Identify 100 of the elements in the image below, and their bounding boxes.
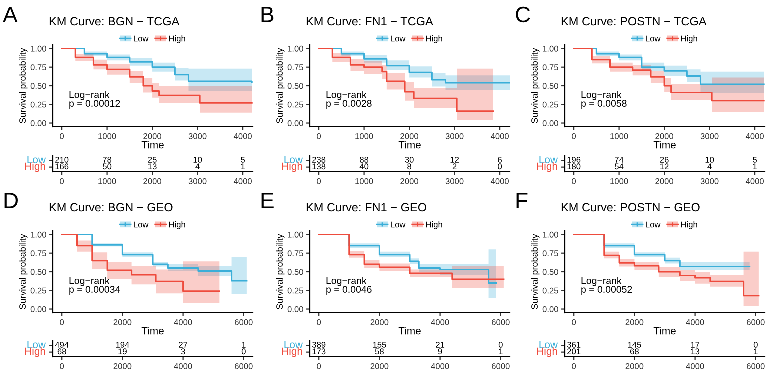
data-label: 1: [499, 348, 503, 354]
x-tick-label: 2000: [370, 319, 389, 326]
x-tick-label: 0: [572, 319, 576, 326]
y-tick-label: 0.75: [30, 250, 46, 256]
y-tick-label: 0.00: [30, 306, 46, 312]
y-tick-label: High: [537, 347, 558, 358]
y-tick-label: 0.25: [288, 288, 304, 294]
x-tick-label: 0: [60, 133, 64, 140]
x-tick-label: 3000: [700, 178, 719, 184]
legend-label: High: [426, 222, 442, 230]
x-tick-label: 4000: [234, 133, 252, 140]
data-label: 10: [194, 157, 202, 163]
x-axis-title: Time: [654, 141, 676, 149]
x-tick-label: 2000: [370, 363, 389, 370]
data-label: 13: [148, 164, 157, 170]
data-label: 25: [148, 157, 157, 163]
data-label: 210: [56, 157, 69, 163]
data-label: 4: [708, 164, 712, 170]
x-tick-label: 2000: [626, 319, 644, 326]
data-label: 1: [242, 342, 246, 348]
legend-label: High: [169, 222, 186, 230]
data-label: 1: [754, 348, 758, 354]
data-label: 0: [498, 342, 503, 348]
x-tick-label: 3000: [188, 133, 207, 140]
y-tick-label: Low: [540, 156, 558, 164]
annotation: Log−rank p = 0.0046: [326, 277, 372, 295]
x-tick-label: 4000: [490, 178, 509, 184]
x-tick-label: 1000: [356, 133, 374, 140]
x-tick-label: 2000: [144, 178, 162, 184]
y-tick-label: 0.75: [288, 64, 304, 70]
data-label: 27: [179, 342, 188, 348]
x-tick-label: 2000: [626, 363, 644, 370]
x-tick-label: 1000: [356, 178, 374, 184]
y-axis-title: Survival probability: [19, 234, 28, 310]
data-label: 196: [568, 157, 581, 163]
annotation: Log−rank p = 0.0058: [582, 91, 627, 109]
data-label: 5: [753, 157, 758, 163]
x-tick-label: 2000: [400, 133, 418, 140]
data-label: 17: [691, 342, 700, 348]
data-label: 1: [241, 164, 245, 170]
x-tick-label: 4000: [174, 363, 192, 370]
y-tick-label: 1.00: [543, 46, 558, 52]
legend-label: Low: [391, 36, 406, 42]
y-tick-label: 0.25: [542, 288, 558, 294]
data-label: 0: [754, 342, 758, 348]
x-tick-label: 3000: [446, 133, 464, 140]
legend-label: Low: [646, 36, 661, 42]
data-label: 30: [405, 157, 414, 163]
y-tick-label: 0.00: [30, 120, 46, 126]
x-tick-label: 6000: [235, 363, 253, 370]
data-label: 201: [568, 348, 581, 355]
y-tick-label: High: [537, 162, 558, 172]
x-tick-label: 0: [60, 363, 64, 370]
x-tick-label: 4000: [686, 319, 704, 326]
x-tick-label: 6000: [492, 319, 510, 326]
annotation: Log−rank p = 0.0028: [326, 91, 372, 109]
data-label: 12: [450, 157, 460, 163]
chart-title: KM Curve: FN1 − TCGA: [306, 17, 434, 26]
x-tick-label: 1000: [98, 178, 116, 184]
y-tick-label: 0.50: [542, 83, 558, 90]
x-tick-label: 6000: [747, 319, 765, 326]
data-label: 4: [196, 164, 200, 170]
legend-label: High: [681, 222, 698, 230]
x-tick-label: 0: [317, 319, 322, 326]
y-tick-label: 0.00: [542, 306, 558, 312]
x-tick-label: 0: [317, 133, 322, 140]
data-label: 8: [408, 164, 412, 170]
y-tick-label: 1.00: [31, 232, 46, 238]
data-label: 194: [116, 342, 130, 348]
x-tick-label: 4000: [746, 133, 764, 140]
data-label: 0: [498, 164, 502, 170]
data-label: 78: [103, 157, 112, 163]
y-tick-label: 0.75: [30, 64, 46, 70]
x-tick-label: 0: [60, 178, 64, 184]
text: F: [516, 193, 528, 208]
legend-label: Low: [134, 222, 149, 228]
x-tick-label: 4000: [431, 319, 450, 326]
x-tick-label: 2000: [114, 363, 132, 370]
y-tick-label: Low: [284, 341, 304, 348]
y-axis-title: Survival probability: [19, 48, 28, 124]
data-label: 166: [56, 164, 69, 170]
x-tick-label: 0: [317, 178, 322, 184]
data-label: 138: [312, 164, 326, 170]
chart-title: KM Curve: FN1 − GEO: [306, 203, 426, 212]
y-tick-label: 1.00: [288, 46, 304, 52]
data-label: 58: [375, 348, 384, 355]
data-label: 0: [242, 348, 246, 355]
y-tick-label: 0.00: [288, 306, 304, 312]
x-tick-label: 6000: [492, 363, 510, 370]
annotation: Log−rank p = 0.00012: [70, 91, 120, 109]
x-tick-label: 6000: [747, 363, 765, 370]
legend-label: Low: [134, 36, 149, 42]
x-tick-label: 1000: [610, 178, 628, 184]
y-tick-label: 0.00: [542, 120, 558, 126]
x-tick-label: 3000: [188, 178, 207, 184]
x-tick-label: 4000: [490, 133, 509, 140]
x-tick-label: 3000: [446, 178, 464, 184]
x-tick-label: 3000: [700, 133, 719, 140]
chart-title: KM Curve: BGN − GEO: [50, 203, 173, 212]
data-label: 88: [360, 157, 369, 163]
